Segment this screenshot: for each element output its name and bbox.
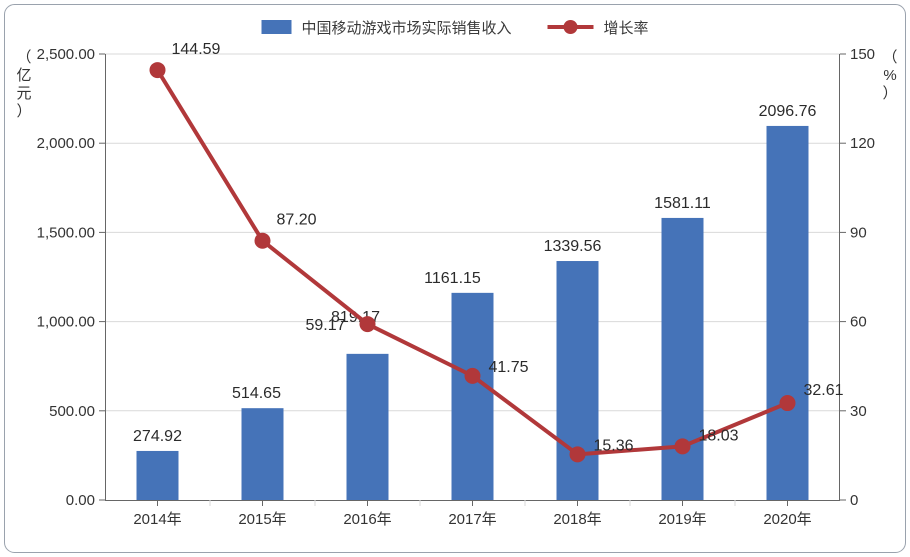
bar	[137, 451, 179, 500]
bar-value-label: 2096.76	[759, 103, 817, 120]
y-left-tick-label: 1,000.00	[37, 314, 95, 331]
line-value-label: 18.03	[699, 427, 739, 444]
y-left-title-char: （	[16, 49, 31, 66]
y-right-tick-label: 0	[850, 492, 858, 509]
bar	[242, 408, 284, 500]
y-left-tick-label: 2,500.00	[37, 46, 95, 63]
bar	[347, 354, 389, 500]
line-value-label: 32.61	[804, 382, 844, 399]
x-tick-label: 2018年	[553, 511, 601, 528]
y-left-title-char: 亿	[16, 67, 31, 84]
line-marker	[570, 446, 586, 462]
chart-container: 2014年 2015年 2016年 2017年 2018年 2019年 2020年 0.00 5…	[0, 0, 910, 557]
legend-swatch-bar	[262, 20, 292, 34]
y-right-tick-label: 150	[850, 46, 875, 63]
line-value-label: 59.17	[306, 317, 346, 334]
bar-value-label: 1339.56	[544, 238, 602, 255]
x-tick-label: 2016年	[343, 511, 391, 528]
y-left-tick-label: 1,500.00	[37, 224, 95, 241]
x-tick-label: 2015年	[238, 511, 286, 528]
bar-value-label: 1581.11	[654, 195, 711, 212]
line-marker	[150, 62, 166, 78]
bar-value-label: 514.65	[232, 385, 281, 402]
bar	[662, 218, 704, 500]
chart-svg: 2014年 2015年 2016年 2017年 2018年 2019年 2020年 0.00 5…	[0, 0, 910, 557]
line-marker	[780, 395, 796, 411]
line-marker	[465, 368, 481, 384]
y-right-title-char: %	[883, 67, 896, 84]
line-marker	[360, 316, 376, 332]
y-right-tick-label: 30	[850, 403, 867, 420]
bar	[557, 261, 599, 500]
line-marker	[255, 233, 271, 249]
y-left-tick-label: 0.00	[66, 492, 95, 509]
x-tick-label: 2020年	[763, 511, 811, 528]
y-left-tick-label: 500.00	[49, 403, 95, 420]
bar-value-label: 274.92	[133, 428, 182, 445]
legend-label: 增长率	[604, 20, 649, 37]
x-tick-label: 2019年	[658, 511, 706, 528]
bar	[767, 126, 809, 500]
legend-swatch-marker	[564, 20, 578, 34]
line-value-label: 41.75	[489, 359, 529, 376]
y-left-title-char: 元	[16, 85, 31, 102]
bar	[452, 293, 494, 500]
line-value-label: 144.59	[172, 41, 221, 58]
legend-label: 中国移动游戏市场实际销售收入	[302, 20, 512, 37]
y-right-tick-label: 90	[850, 224, 867, 241]
x-tick-label: 2014年	[133, 511, 181, 528]
y-right-title-char: ）	[882, 85, 897, 102]
y-right-tick-label: 60	[850, 314, 867, 331]
y-right-title-char: （	[882, 49, 897, 66]
x-tick-label: 2017年	[448, 511, 496, 528]
y-left-title-char: ）	[16, 103, 31, 120]
line-value-label: 15.36	[594, 437, 634, 454]
y-left-tick-label: 2,000.00	[37, 135, 95, 152]
line-value-label: 87.20	[277, 212, 317, 229]
bar-value-label: 1161.15	[424, 270, 481, 287]
line-marker	[675, 438, 691, 454]
y-right-tick-label: 120	[850, 135, 875, 152]
